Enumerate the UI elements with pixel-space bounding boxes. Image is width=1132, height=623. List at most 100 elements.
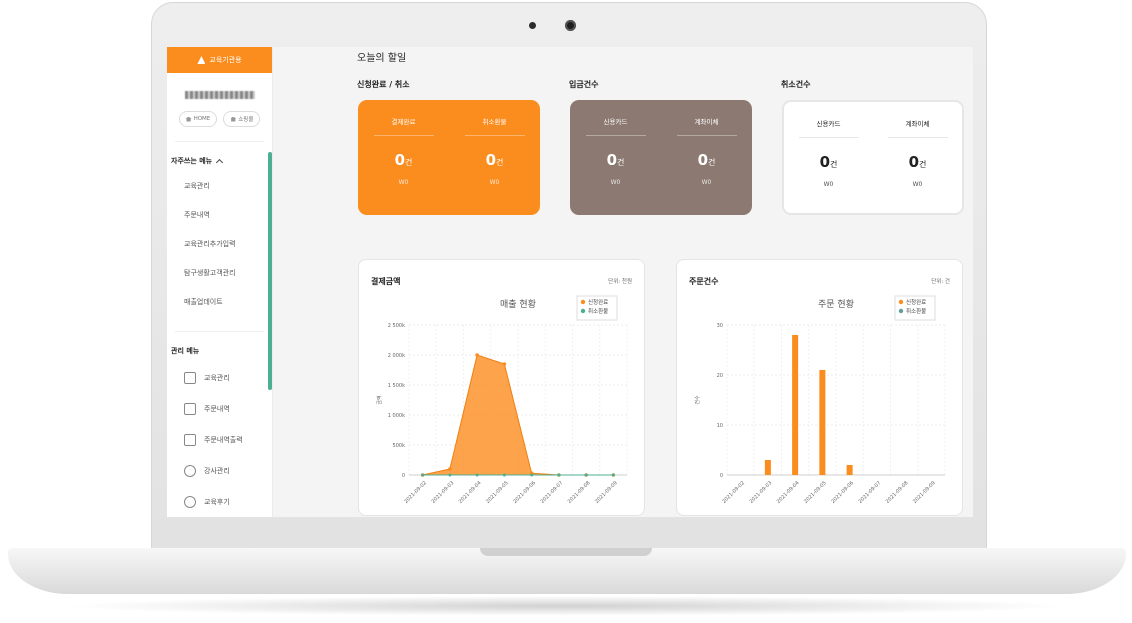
data-point <box>530 473 534 477</box>
favorite-item[interactable]: 탐구생활고객관리 <box>184 269 236 277</box>
summary-cell: 신용카드 0건 W0 <box>570 100 661 215</box>
clipboard-icon <box>184 371 196 384</box>
camera-dot <box>529 22 536 29</box>
x-tick-label: 2021-09-03 <box>430 480 455 505</box>
shop-button[interactable]: 쇼핑몰 <box>223 111 261 127</box>
data-point <box>611 473 615 477</box>
cell-divider <box>887 137 948 138</box>
y-tick-label: 500k <box>393 443 406 449</box>
y-tick-label: 20 <box>717 373 723 379</box>
count-unit: 건 <box>617 158 625 167</box>
data-point <box>448 473 452 477</box>
group-title: 취소건수 <box>781 80 811 89</box>
chart-title: 매출 현황 <box>500 299 536 310</box>
favorite-item[interactable]: 주문내역 <box>184 211 210 219</box>
sidebar-scrollbar[interactable] <box>268 152 272 390</box>
data-point <box>584 473 588 477</box>
management-item[interactable]: 주문내역 <box>184 393 272 424</box>
favorites-toggle[interactable]: 자주쓰는 메뉴 <box>171 156 272 166</box>
laptop-shadow <box>60 596 1070 616</box>
summary-amount: W0 <box>701 179 712 186</box>
management-item[interactable]: 주문내역출력 <box>184 424 272 455</box>
legend-label: 신청완료 <box>906 298 926 306</box>
x-tick-label: 2021-09-05 <box>485 480 510 505</box>
receipt-icon <box>184 402 196 415</box>
x-tick-label: 2021-09-06 <box>512 480 537 505</box>
cell-divider <box>464 135 525 136</box>
count-unit: 건 <box>919 160 927 169</box>
sales-panel: 결제금액 단위: 천원 매출 현황 금액 0 500k 1 000k 1 500k 2 00… <box>358 259 645 516</box>
brand-bar[interactable]: 교육기관용 <box>167 47 272 73</box>
summary-card-cancellations[interactable]: 신용카드 0건 W0 계좌이체 0건 W0 <box>782 100 964 215</box>
summary-label: 계좌이체 <box>694 118 719 126</box>
summary-label: 취소환불 <box>482 118 507 126</box>
x-tick-label: 2021-09-09 <box>912 480 937 505</box>
todo-title: 오늘의 할일 <box>357 53 407 64</box>
x-tick-label: 2021-09-08 <box>885 480 910 505</box>
home-button-label: HOME <box>193 116 211 122</box>
x-tick-label: 2021-09-04 <box>458 480 483 505</box>
favorite-item[interactable]: 매출업데이트 <box>184 298 223 306</box>
management-item[interactable]: 교육후기 <box>184 486 272 517</box>
management-item[interactable]: 강사관리 <box>184 455 272 486</box>
summary-count: 0건 <box>784 153 873 171</box>
summary-card-deposits[interactable]: 신용카드 0건 W0 계좌이체 0건 W0 <box>570 100 752 215</box>
sales-panel-title: 결제금액 <box>371 277 401 286</box>
x-tick-label: 2021-09-04 <box>776 480 801 505</box>
x-tick-label: 2021-09-06 <box>830 480 855 505</box>
data-point <box>502 362 507 366</box>
x-tick-label: 2021-09-09 <box>594 480 619 505</box>
bar <box>792 335 799 475</box>
brand-label: 교육기관용 <box>209 56 242 64</box>
shop-name-blurred <box>184 91 255 99</box>
management-item-label: 교육후기 <box>204 497 230 506</box>
orders-panel: 주문건수 단위: 건 주문 현황 건수 0 10 20 30 2021-09-02 2021-… <box>676 259 963 516</box>
summary-amount: W0 <box>912 181 923 188</box>
cell-divider <box>373 135 434 136</box>
orders-panel-title: 주문건수 <box>689 277 719 286</box>
sidebar-divider <box>175 141 264 142</box>
count-unit: 건 <box>496 158 504 167</box>
x-tick-label: 2021-09-02 <box>721 480 746 505</box>
management-item[interactable]: 교육관리 <box>184 362 272 393</box>
summary-cell: 계좌이체 0건 W0 <box>873 102 962 213</box>
summary-card-applications[interactable]: 결제완료 0건 W0 취소환불 0건 W0 <box>358 100 540 215</box>
summary-cell: 취소환불 0건 W0 <box>449 100 540 215</box>
x-tick-label: 2021-09-08 <box>567 480 592 505</box>
summary-cell: 신용카드 0건 W0 <box>784 102 873 213</box>
count-unit: 건 <box>405 158 413 167</box>
management-title: 관리 메뉴 <box>171 347 200 355</box>
legend-marker <box>898 308 904 314</box>
brand-logo-icon <box>197 56 206 64</box>
favorite-item[interactable]: 교육관리추가입력 <box>184 240 236 248</box>
y-tick-label: 0 <box>402 473 405 479</box>
management-item-label: 강사관리 <box>204 466 230 475</box>
y-axis-label: 금액 <box>376 395 383 405</box>
count-value: 0 <box>394 151 406 169</box>
favorites-list: 교육관리 주문내역 교육관리추가입력 탐구생활고객관리 매출업데이트 <box>167 172 272 317</box>
legend-label: 취소환불 <box>906 307 926 315</box>
camera-lens <box>565 20 576 31</box>
home-button[interactable]: HOME <box>178 111 218 127</box>
shop-button-label: 쇼핑몰 <box>238 117 254 123</box>
x-tick-label: 2021-09-05 <box>803 480 828 505</box>
summary-count: 0건 <box>873 153 962 171</box>
x-tick-label: 2021-09-07 <box>539 480 564 505</box>
summary-label: 신용카드 <box>816 120 841 128</box>
y-axis-label: 건수 <box>694 395 701 405</box>
y-tick-label: 2 500k <box>388 323 405 329</box>
orders-panel-unit: 단위: 건 <box>931 279 950 285</box>
favorite-item[interactable]: 교육관리 <box>184 182 210 190</box>
data-point <box>557 473 561 477</box>
chart-title: 주문 현황 <box>818 299 854 310</box>
summary-amount: W0 <box>398 179 409 186</box>
user-icon <box>184 464 196 477</box>
summary-cell: 결제완료 0건 W0 <box>358 100 449 215</box>
summary-amount: W0 <box>823 181 834 188</box>
summary-cell: 계좌이체 0건 W0 <box>661 100 752 215</box>
main-content: 오늘의 할일 신청완료 / 취소 입금건수 취소건수 결제완료 0건 W0 취소… <box>273 47 973 517</box>
count-unit: 건 <box>830 160 838 169</box>
count-unit: 건 <box>708 158 716 167</box>
